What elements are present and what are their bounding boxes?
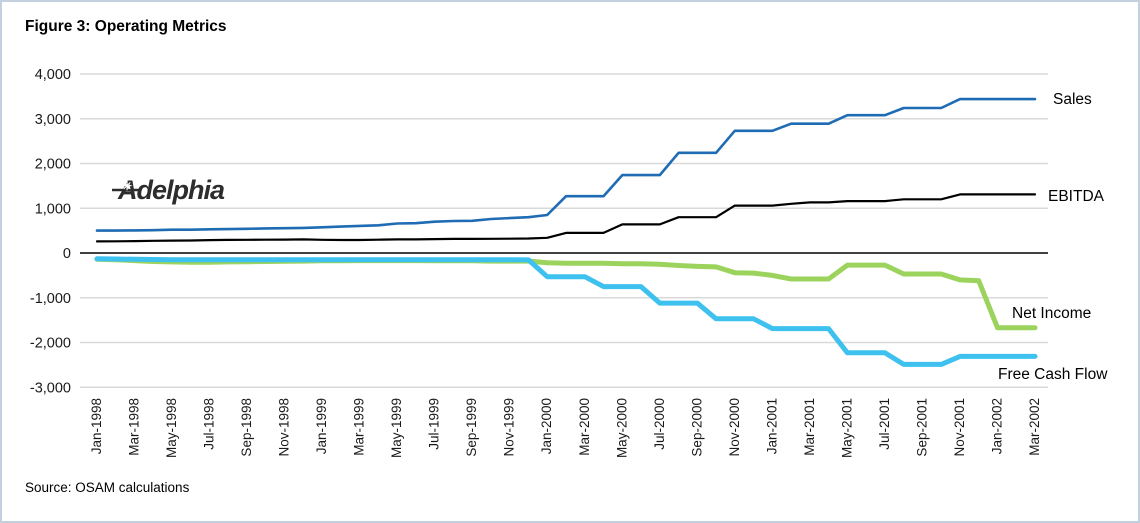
x-axis-tick-label: Mar-1999 [352,398,367,456]
x-axis-tick-label: Jul-1999 [427,398,442,450]
x-axis-tick-label: Sep-1999 [464,398,479,457]
x-axis-tick-label: Jan-1998 [89,398,104,454]
x-axis-tick-label: Nov-1998 [277,398,292,457]
series-line-ebitda [95,193,1037,243]
x-axis-tick-label: Jan-1999 [314,398,329,454]
x-axis-tick-label: Jul-2000 [652,398,667,450]
series-line-sales [95,97,1037,232]
adelphia-logo: Adelphia [117,175,225,205]
x-axis-tick-label: Nov-2001 [952,398,967,457]
series-label-sales: Sales [1053,91,1092,108]
series-line-free-cash-flow [94,256,1038,367]
series-label-net-income: Net Income [1012,305,1091,322]
x-axis-tick-label: Jan-2000 [539,398,554,454]
x-axis-tick-label: Jul-2001 [877,398,892,450]
x-axis-tick-label: Nov-1999 [502,398,517,457]
x-axis-tick-label: May-2001 [839,398,854,458]
x-axis-tick-label: Mar-1998 [127,398,142,456]
x-axis-tick-label: Jul-1998 [202,398,217,450]
x-axis-tick-label: Mar-2002 [1027,398,1042,456]
adelphia-logo-star-icon: ✳ [122,179,132,193]
x-axis-tick-label: Jan-2001 [764,398,779,454]
x-axis-tick-label: May-1998 [164,398,179,458]
x-axis-tick-label: Jan-2002 [989,398,1004,454]
x-axis-tick-label: Sep-1998 [239,398,254,457]
series-line-net-income [94,256,1038,331]
series-label-ebitda: EBITDA [1048,188,1105,205]
source-note: Source: OSAM calculations [25,480,190,495]
series-label-free-cash-flow: Free Cash Flow [998,366,1108,383]
x-axis-tick-label: Sep-2001 [914,398,929,457]
x-axis-tick-label: Mar-2001 [802,398,817,456]
y-axis-tick-label: 2,000 [35,157,71,173]
y-axis-tick-label: -3,000 [30,380,71,396]
x-axis-tick-label: Mar-2000 [577,398,592,456]
x-axis-tick-label: Sep-2000 [689,398,704,457]
figure-title: Figure 3: Operating Metrics [25,18,227,35]
x-axis-tick-label: May-2000 [614,398,629,458]
x-axis-tick-label: Nov-2000 [727,398,742,457]
y-axis-tick-label: 4,000 [35,67,71,83]
x-axis-tick-label: May-1999 [389,398,404,458]
y-axis-tick-label: 1,000 [35,201,71,217]
y-axis-tick-label: -2,000 [30,336,71,352]
y-axis-tick-label: -1,000 [30,291,71,307]
y-axis-tick-label: 3,000 [35,112,71,128]
y-axis-tick-label: 0 [63,246,71,262]
